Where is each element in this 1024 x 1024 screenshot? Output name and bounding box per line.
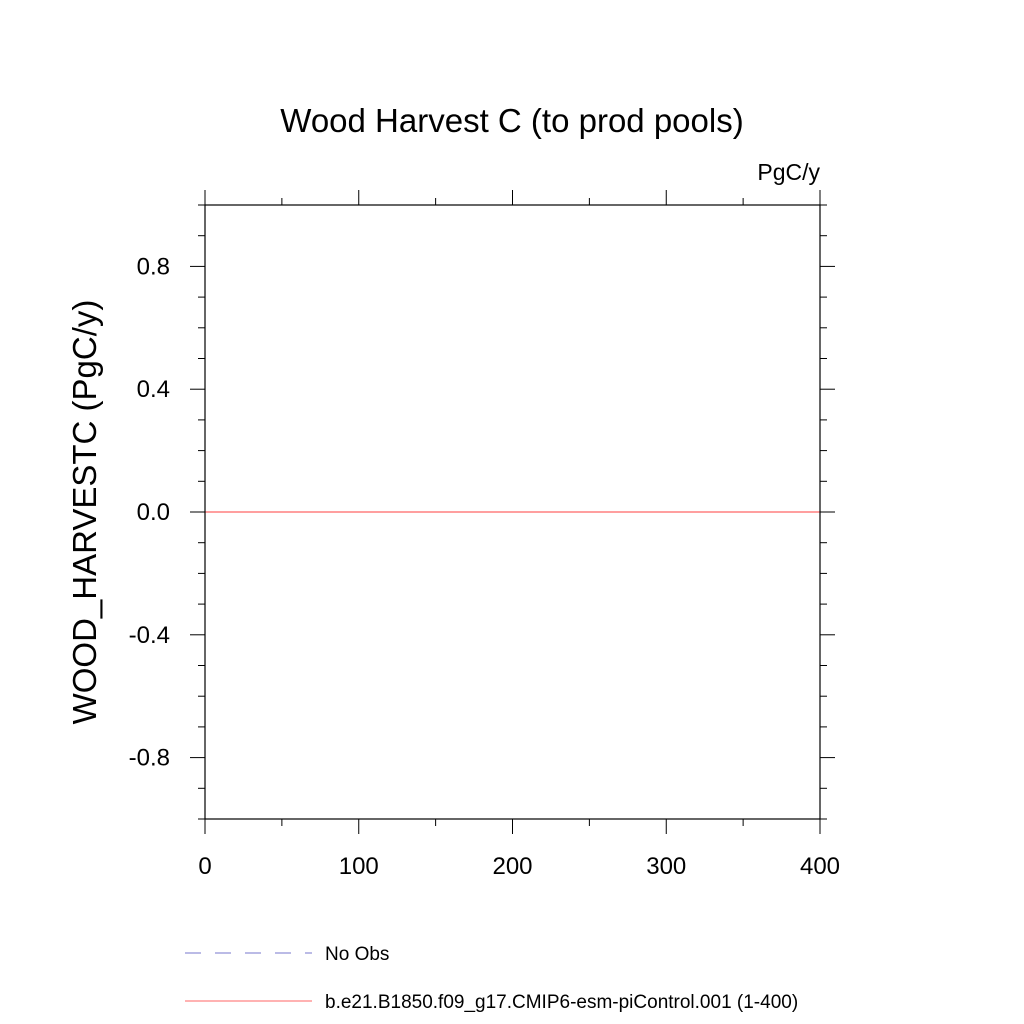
y-tick-label: -0.8 [129, 745, 170, 772]
units-label: PgC/y [757, 159, 820, 185]
chart-title: Wood Harvest C (to prod pools) [280, 102, 743, 139]
x-tick-label: 400 [800, 853, 840, 880]
y-tick-label: 0.4 [137, 376, 170, 403]
x-tick-label: 200 [492, 853, 532, 880]
legend-label: b.e21.B1850.f09_g17.CMIP6-esm-piControl.… [325, 992, 798, 1013]
y-tick-label: -0.4 [129, 622, 170, 649]
x-tick-label: 0 [198, 853, 211, 880]
y-tick-label: 0.0 [137, 499, 170, 526]
axis-ticks [190, 190, 835, 834]
y-axis-label: WOOD_HARVESTC (PgC/y) [66, 300, 103, 725]
y-tick-label: 0.8 [137, 253, 170, 280]
legend: No Obs b.e21.B1850.f09_g17.CMIP6-esm-piCo… [185, 944, 798, 1013]
tick-labels: 0 100 200 300 400 0.8 0.4 0.0 -0.4 -0.8 [129, 253, 840, 880]
x-tick-label: 100 [339, 853, 379, 880]
x-tick-label: 300 [646, 853, 686, 880]
legend-label: No Obs [325, 944, 389, 965]
plot-frame [204, 204, 821, 820]
